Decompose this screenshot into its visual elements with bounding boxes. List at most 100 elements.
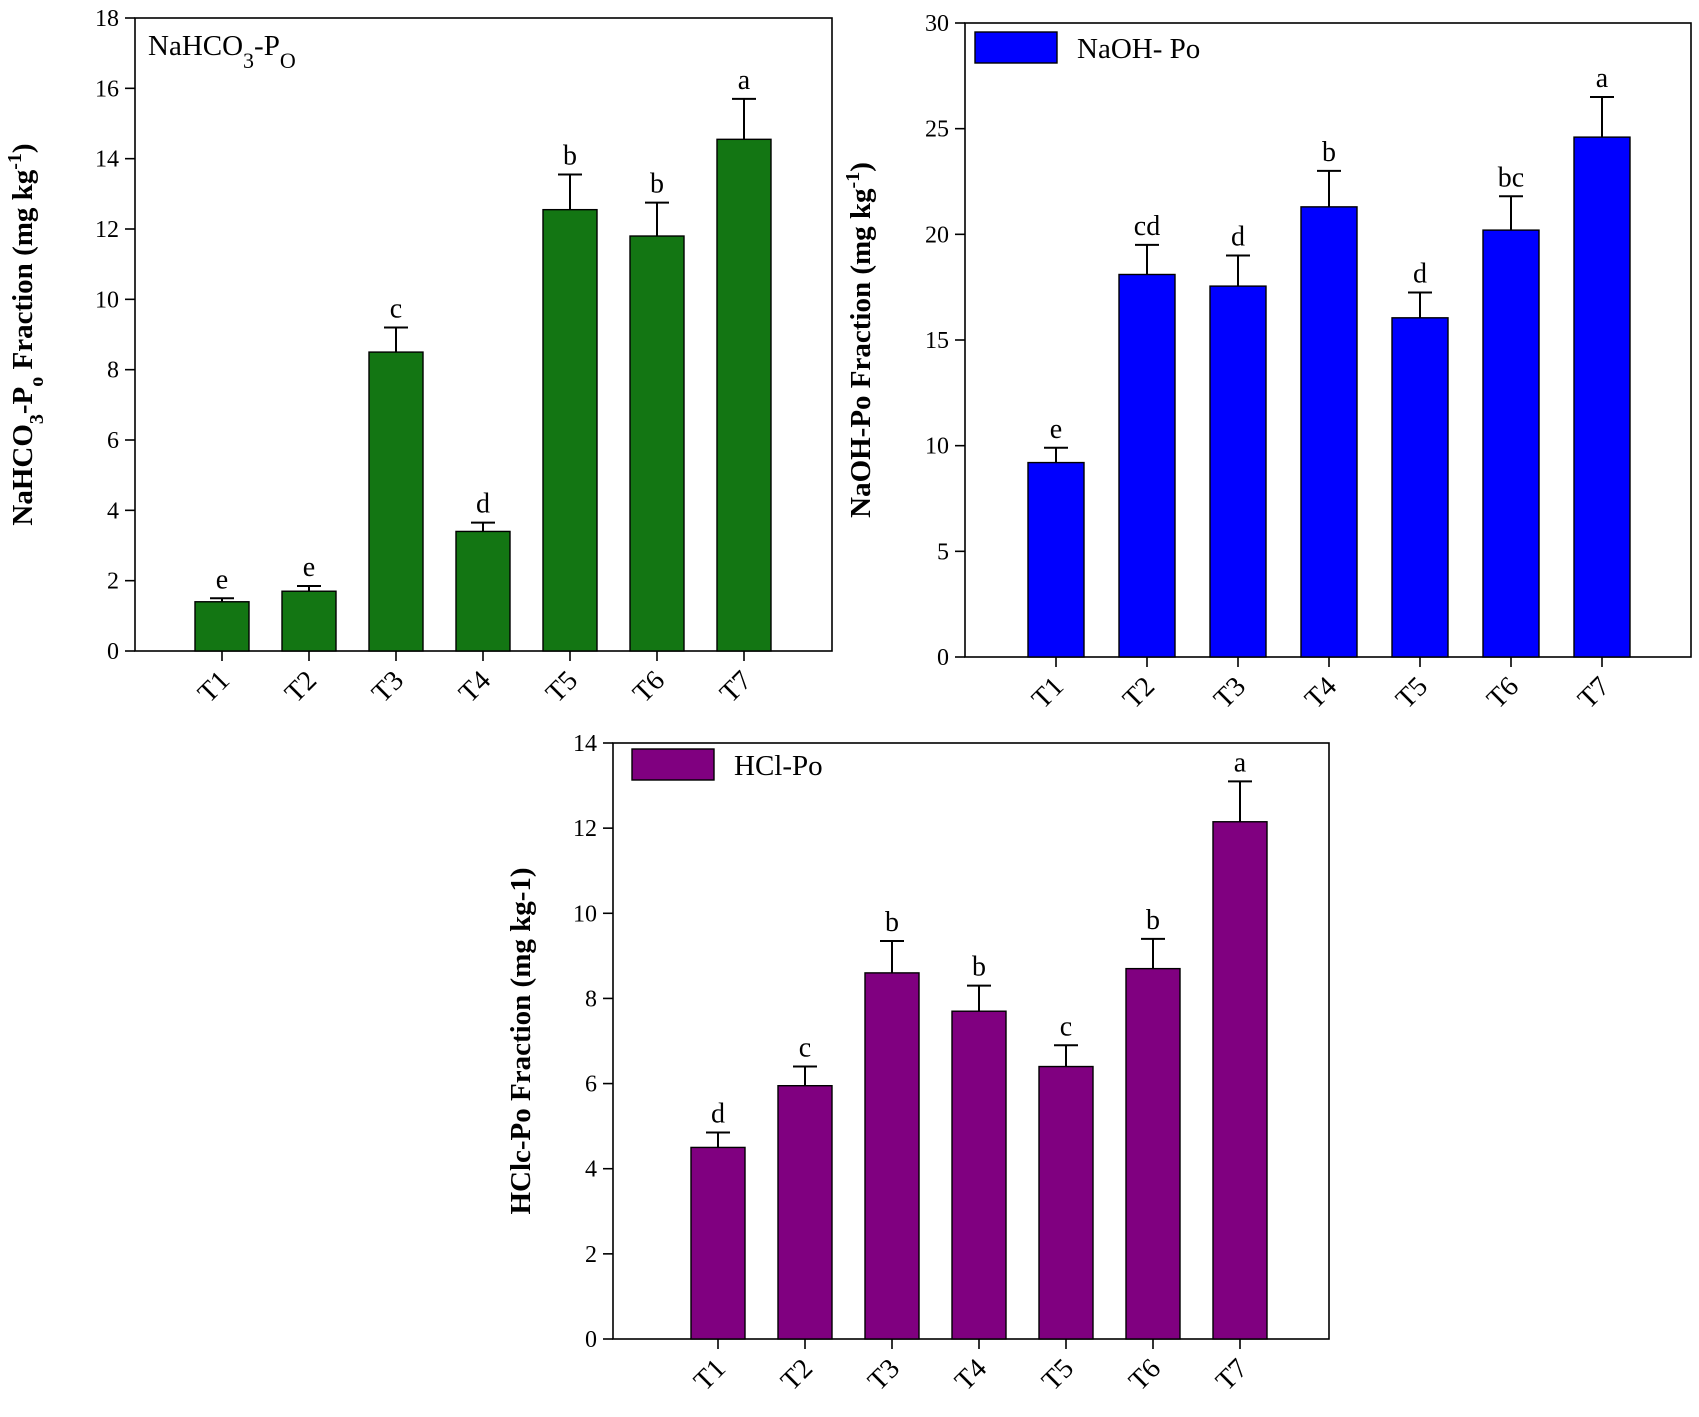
- bar-t4: [1300, 206, 1358, 658]
- bar-t1: [690, 1146, 746, 1340]
- y-tick-label: 25: [925, 117, 949, 143]
- significance-letter: d: [711, 1099, 725, 1130]
- legend-swatch: [631, 748, 715, 781]
- bar-t2: [281, 590, 337, 652]
- y-tick-label: 8: [107, 358, 119, 384]
- significance-letter: a: [1234, 747, 1247, 778]
- significance-letter: c: [1060, 1011, 1072, 1042]
- x-tick-label: T5: [540, 665, 584, 709]
- x-tick-label: T4: [453, 665, 497, 709]
- y-tick-label: 2: [107, 569, 119, 595]
- significance-letter: d: [1231, 221, 1245, 252]
- chart-hcl: 0 2 4 6 8 10 12 14 d T1 c T2 b T3 b T4 c T5 b T6 a T7 HClc-Po …: [505, 731, 1330, 1397]
- bar-t5: [1038, 1065, 1094, 1340]
- y-tick-label: 6: [585, 1072, 597, 1098]
- bar-t7: [1212, 821, 1268, 1340]
- bar-t3: [864, 972, 920, 1340]
- bar-t2: [1118, 273, 1176, 658]
- y-tick-label: 30: [925, 11, 949, 37]
- bar-t3: [368, 351, 424, 652]
- x-tick-label: T3: [862, 1353, 906, 1397]
- x-tick-label: T5: [1036, 1353, 1080, 1397]
- bar-t7: [716, 138, 772, 652]
- y-tick-label: 0: [585, 1327, 597, 1353]
- significance-letter: b: [1322, 137, 1336, 168]
- bar-t1: [194, 601, 250, 652]
- y-tick-label: 0: [937, 645, 949, 671]
- significance-letter: c: [390, 293, 402, 324]
- significance-letter: b: [650, 169, 664, 200]
- bar-t5: [1391, 317, 1449, 658]
- chart-nahco3: 0 2 4 6 8 10 12 14 16 18 e T1 e T2 c T3 d T4 b T5 b T6 a T7 NaHC…: [4, 6, 833, 709]
- y-tick-label: 14: [95, 147, 119, 173]
- legend-label: HCl-Po: [734, 750, 823, 782]
- chart-naoh: 0 5 10 15 20 25 30 e T1 cd T2 d T3 b T4 d T5 bc T6 a T7 NaOH-…: [842, 11, 1692, 715]
- x-tick-label: T2: [279, 665, 323, 709]
- legend: HCl-Po: [631, 748, 823, 782]
- significance-letter: bc: [1498, 162, 1524, 193]
- x-tick-label: T7: [1572, 671, 1616, 715]
- y-tick-label: 4: [585, 1157, 597, 1183]
- y-tick-label: 10: [925, 434, 949, 460]
- bar-t4: [455, 530, 511, 652]
- x-tick-label: T6: [1123, 1353, 1167, 1397]
- y-tick-label: 10: [95, 287, 119, 313]
- bar-t6: [629, 235, 685, 652]
- x-tick-label: T1: [192, 665, 236, 709]
- x-tick-label: T2: [1117, 671, 1161, 715]
- bar-t4: [951, 1010, 1007, 1340]
- bar-t2: [777, 1084, 833, 1340]
- x-tick-label: T6: [627, 665, 671, 709]
- x-tick-label: T2: [775, 1353, 819, 1397]
- significance-letter: d: [1413, 258, 1427, 289]
- significance-letter: d: [476, 489, 490, 520]
- significance-letter: cd: [1134, 211, 1160, 242]
- x-tick-label: T1: [1026, 671, 1070, 715]
- y-tick-label: 0: [107, 639, 119, 665]
- significance-letter: a: [738, 65, 751, 96]
- x-tick-label: T7: [714, 665, 758, 709]
- y-tick-label: 16: [95, 76, 119, 102]
- x-tick-label: T3: [366, 665, 410, 709]
- y-tick-label: 10: [573, 901, 597, 927]
- bar-t1: [1027, 461, 1085, 658]
- bar-t6: [1125, 967, 1181, 1340]
- significance-letter: b: [972, 952, 986, 983]
- bar-t6: [1482, 229, 1540, 658]
- x-tick-label: T6: [1481, 671, 1525, 715]
- y-tick-label: 8: [585, 986, 597, 1012]
- significance-letter: b: [563, 140, 577, 171]
- significance-letter: b: [1146, 905, 1160, 936]
- y-tick-label: 14: [573, 731, 597, 757]
- y-tick-label: 2: [585, 1242, 597, 1268]
- legend-swatch: [974, 31, 1058, 64]
- significance-letter: b: [885, 907, 899, 938]
- y-tick-label: 6: [107, 428, 119, 454]
- x-tick-label: T1: [688, 1353, 732, 1397]
- bar-t3: [1209, 285, 1267, 658]
- significance-letter: e: [216, 564, 228, 595]
- y-tick-label: 12: [95, 217, 119, 243]
- significance-letter: e: [303, 552, 315, 583]
- significance-letter: e: [1050, 414, 1062, 445]
- x-tick-label: T5: [1390, 671, 1434, 715]
- x-tick-label: T4: [1299, 671, 1343, 715]
- significance-letter: a: [1596, 63, 1609, 94]
- x-tick-label: T4: [949, 1353, 993, 1397]
- y-tick-label: 5: [937, 539, 949, 565]
- legend-label: NaOH- Po: [1077, 33, 1200, 65]
- y-tick-label: 4: [107, 498, 119, 524]
- significance-letter: c: [799, 1033, 811, 1064]
- y-tick-label: 18: [95, 6, 119, 32]
- y-tick-label: 15: [925, 328, 949, 354]
- legend: NaOH- Po: [974, 31, 1200, 65]
- bar-t7: [1573, 136, 1631, 658]
- bar-t5: [542, 208, 598, 652]
- x-tick-label: T3: [1208, 671, 1252, 715]
- legend-label: NaHCO3-PO: [148, 30, 296, 73]
- y-axis-label: HClc-Po Fraction (mg kg-1): [505, 867, 537, 1214]
- y-axis-label: NaHCO3-Po Fraction (mg kg-1): [4, 143, 48, 525]
- legend: NaHCO3-PO: [148, 30, 296, 73]
- x-tick-label: T7: [1210, 1353, 1254, 1397]
